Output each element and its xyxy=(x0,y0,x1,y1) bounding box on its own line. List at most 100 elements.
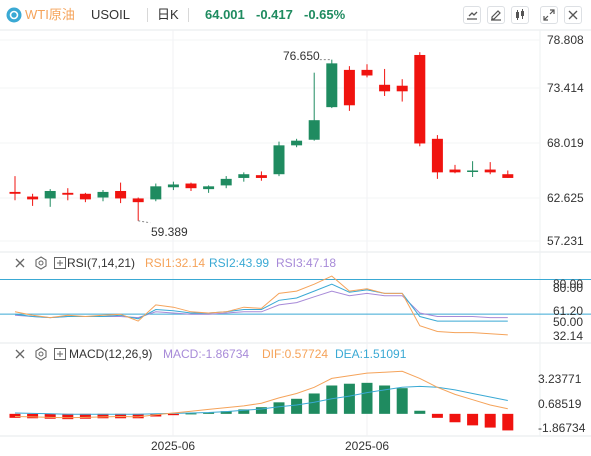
settings-icon xyxy=(568,10,578,20)
macd-bar xyxy=(291,398,303,414)
candle-body xyxy=(396,85,408,92)
macd-bar xyxy=(343,383,355,414)
top-bar: WTI原油 USOIL 日K 64.001 -0.417 -0.65% xyxy=(0,0,591,30)
candle-body xyxy=(150,186,162,200)
close-icon[interactable] xyxy=(14,257,26,269)
divider xyxy=(188,8,189,22)
rsi-tick: 61.20 xyxy=(553,304,584,318)
candle-type-icon xyxy=(516,9,524,20)
fullscreen-icon xyxy=(543,9,555,21)
macd-bar xyxy=(62,413,74,420)
rsi-label: RSI(7,14,21) xyxy=(67,256,136,270)
rsi2-value: RSI2:43.99 xyxy=(209,256,270,270)
dea-value: DEA:1.51091 xyxy=(335,347,407,361)
candle-body xyxy=(79,193,91,200)
macd-bar xyxy=(361,382,373,414)
compare-icon xyxy=(467,11,478,20)
candle-body xyxy=(167,184,179,188)
rsi-chart xyxy=(0,275,591,336)
candle-body xyxy=(308,120,320,140)
expand-icon[interactable] xyxy=(54,348,66,360)
rsi-legend: RSI(7,14,21) RSI1:32.14 RSI2:43.99 RSI3:… xyxy=(0,256,540,272)
dea-line xyxy=(14,385,508,415)
macd-bar xyxy=(203,412,215,414)
price-tick: 73.414 xyxy=(547,81,584,95)
macd-label: MACD(12,26,9) xyxy=(69,347,153,361)
candle-body xyxy=(379,84,391,92)
candle-body xyxy=(484,169,496,173)
compare-button[interactable] xyxy=(463,6,481,24)
candle-body xyxy=(9,191,21,194)
macd-bar xyxy=(167,413,179,416)
price-tick: 62.625 xyxy=(547,191,584,205)
macd-bar xyxy=(238,409,250,414)
settings-button[interactable] xyxy=(564,6,582,24)
interval-selector[interactable]: 日K xyxy=(157,7,179,22)
candle-body xyxy=(326,63,338,108)
candle-body xyxy=(27,196,39,200)
candle-body xyxy=(431,138,443,173)
ticker[interactable]: USOIL xyxy=(91,7,131,22)
price-tick: 78.808 xyxy=(547,33,584,47)
price-change-percent: -0.65% xyxy=(304,7,346,22)
x-axis-tick: 2025-06 xyxy=(345,439,390,453)
macd-bar xyxy=(502,413,514,431)
last-price: 64.001 xyxy=(205,7,245,22)
macd-bar xyxy=(449,413,461,423)
x-axis-tick: 2025-06 xyxy=(151,439,196,453)
divider xyxy=(147,8,148,22)
eye-icon[interactable] xyxy=(34,347,48,361)
rsi-tick: 32.14 xyxy=(553,329,584,343)
macd-tick: -1.86734 xyxy=(538,421,586,435)
candle-body xyxy=(62,192,74,195)
candle-body xyxy=(115,190,127,199)
macd-bar xyxy=(220,411,232,414)
macd-bar xyxy=(379,385,391,414)
high-annotation: 76.650 xyxy=(283,49,320,63)
rsi1-value: RSI1:32.14 xyxy=(145,256,206,270)
grid-lines xyxy=(0,29,591,437)
candle-body xyxy=(255,175,267,178)
candle-body xyxy=(291,140,303,146)
candle-body xyxy=(414,54,426,144)
macd-bar xyxy=(79,413,91,419)
macd-chart xyxy=(9,370,514,431)
expand-icon[interactable] xyxy=(54,257,66,269)
candle-body xyxy=(449,169,461,173)
candle-body xyxy=(185,183,197,189)
macd-bar xyxy=(326,385,338,414)
close-icon[interactable] xyxy=(14,348,26,360)
macd-value: MACD:-1.86734 xyxy=(163,347,250,361)
price-change: -0.417 xyxy=(256,7,293,22)
draw-icon xyxy=(491,10,501,21)
macd-bar xyxy=(9,413,21,418)
draw-button[interactable] xyxy=(487,6,505,24)
macd-bar xyxy=(431,413,443,418)
dif-line xyxy=(14,370,508,419)
fullscreen-button[interactable] xyxy=(540,6,558,24)
candle-body xyxy=(203,186,215,190)
macd-bar xyxy=(273,402,285,414)
candle-body xyxy=(361,69,373,76)
candle-body xyxy=(502,174,514,178)
symbol-name[interactable]: WTI原油 xyxy=(25,7,75,22)
macd-bar xyxy=(97,413,109,419)
macd-bar xyxy=(44,413,56,419)
candle-body xyxy=(273,145,285,175)
macd-bar xyxy=(484,413,496,428)
candle-type-button[interactable] xyxy=(511,6,529,24)
eye-icon[interactable] xyxy=(34,256,48,270)
candle-body xyxy=(97,191,109,198)
macd-legend: MACD(12,26,9) MACD:-1.86734 DIF:0.57724 … xyxy=(0,347,540,363)
rsi-tick: 80.00 xyxy=(553,281,584,295)
macd-bar xyxy=(414,410,426,414)
macd-tick: 0.68519 xyxy=(538,397,582,411)
rsi3-value: RSI3:47.18 xyxy=(276,256,337,270)
low-leader xyxy=(138,220,151,224)
candles xyxy=(9,52,514,224)
rsi1-line xyxy=(14,275,508,336)
candle-body xyxy=(467,170,479,172)
rsi-tick: 50.00 xyxy=(553,315,584,329)
macd-bar xyxy=(132,413,144,419)
